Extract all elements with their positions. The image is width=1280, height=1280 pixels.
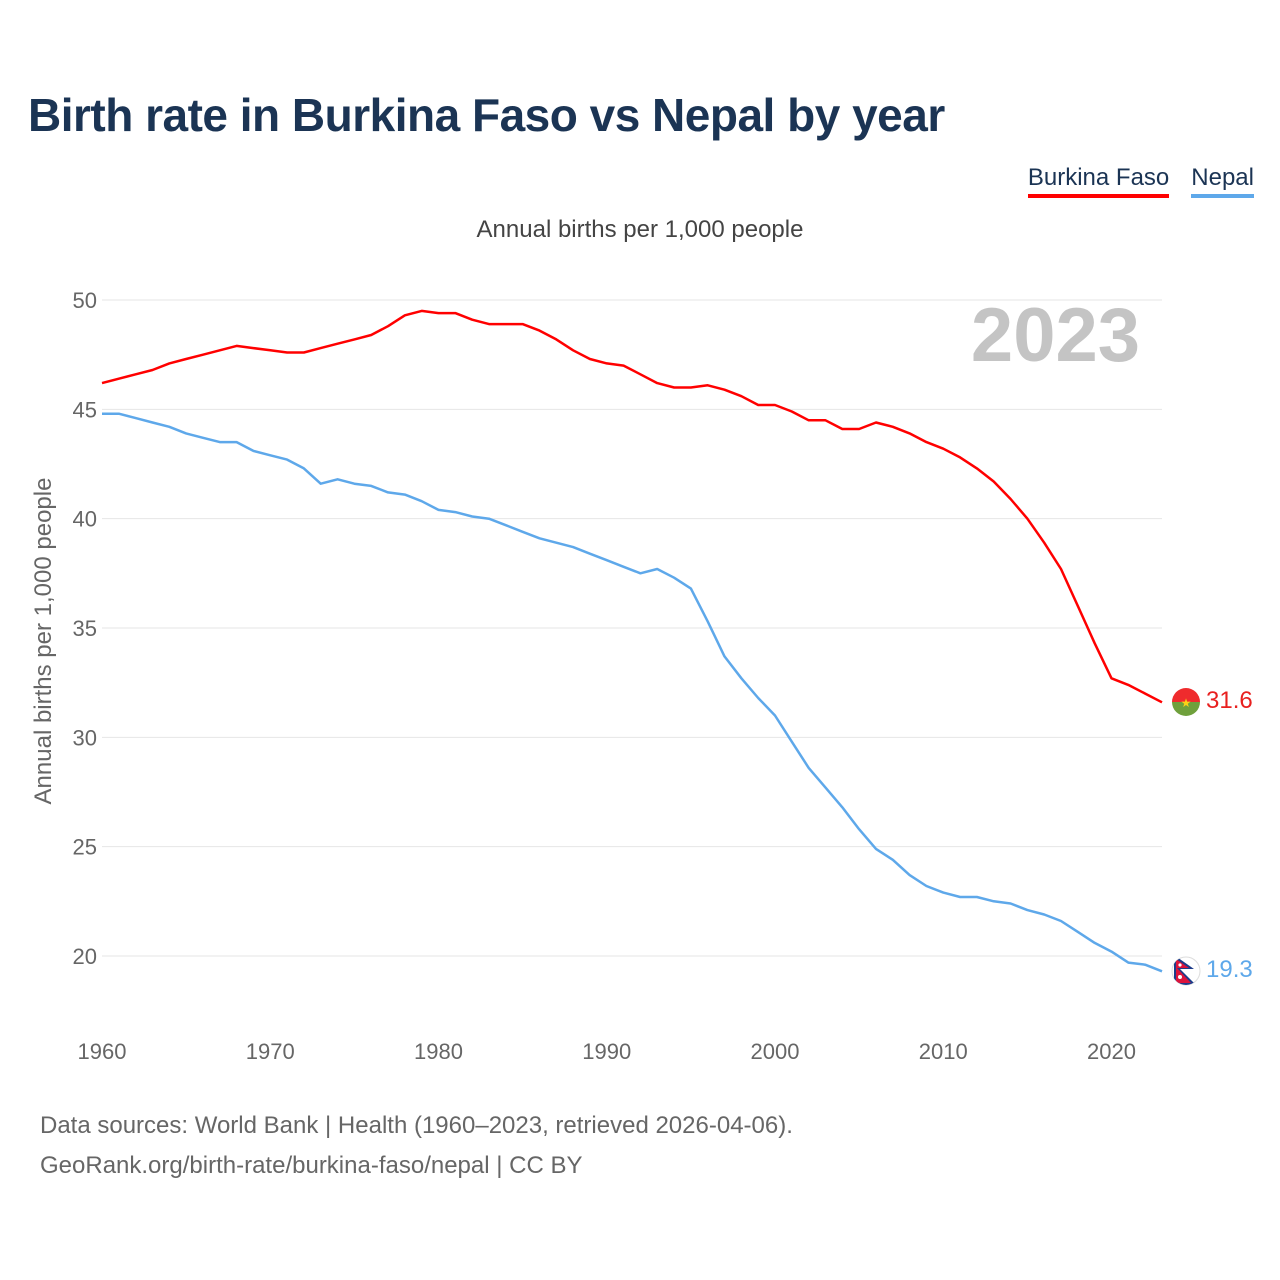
y-tick-label: 40 (73, 507, 97, 532)
chart-legend: Burkina Faso Nepal (1027, 164, 1254, 198)
x-tick-label: 1970 (246, 1039, 295, 1064)
svg-text:★: ★ (1181, 696, 1192, 710)
y-tick-label: 25 (73, 835, 97, 860)
x-tick-label: 1960 (78, 1039, 127, 1064)
x-tick-label: 1980 (414, 1039, 463, 1064)
series-lines (101, 309, 1163, 973)
end-value-burkina-faso: 31.6 (1206, 687, 1253, 714)
y-tick-label: 50 (73, 288, 97, 313)
data-source-note: Data sources: World Bank | Health (1960–… (40, 1106, 793, 1186)
y-axis-ticks: 20 25 30 35 40 45 50 (73, 288, 97, 969)
series-line-burkina-faso[interactable] (101, 309, 1163, 704)
current-year-label: 2023 (971, 293, 1140, 378)
x-tick-label: 2010 (919, 1039, 968, 1064)
legend-item-nepal[interactable]: Nepal (1191, 164, 1254, 198)
chart-subtitle: Annual births per 1,000 people (476, 216, 804, 243)
legend-item-burkina-faso[interactable]: Burkina Faso (1027, 164, 1170, 198)
series-line-nepal[interactable] (102, 412, 1163, 973)
page-title: Birth rate in Burkina Faso vs Nepal by y… (28, 89, 945, 141)
grid-lines (102, 299, 1162, 957)
x-axis-ticks: 1960 1970 1980 1990 2000 2010 2020 (78, 1039, 1136, 1064)
burkina-faso-flag-icon: ★ (1172, 688, 1200, 716)
y-axis-label: Annual births per 1,000 people (30, 478, 57, 805)
y-tick-label: 30 (73, 725, 97, 750)
source-line-2[interactable]: GeoRank.org/birth-rate/burkina-faso/nepa… (40, 1152, 583, 1179)
source-line-1: Data sources: World Bank | Health (1960–… (40, 1112, 793, 1139)
y-tick-label: 20 (73, 944, 97, 969)
end-value-nepal: 19.3 (1206, 956, 1253, 983)
x-tick-label: 1990 (582, 1039, 631, 1064)
y-tick-label: 35 (73, 616, 97, 641)
line-chart: 20 25 30 35 40 45 50 1960 1970 1980 1990 2000 2010 2… (30, 288, 1253, 1064)
y-tick-label: 45 (73, 397, 97, 422)
x-tick-label: 2020 (1087, 1039, 1136, 1064)
x-tick-label: 2000 (751, 1039, 800, 1064)
nepal-flag-icon (1171, 956, 1201, 986)
